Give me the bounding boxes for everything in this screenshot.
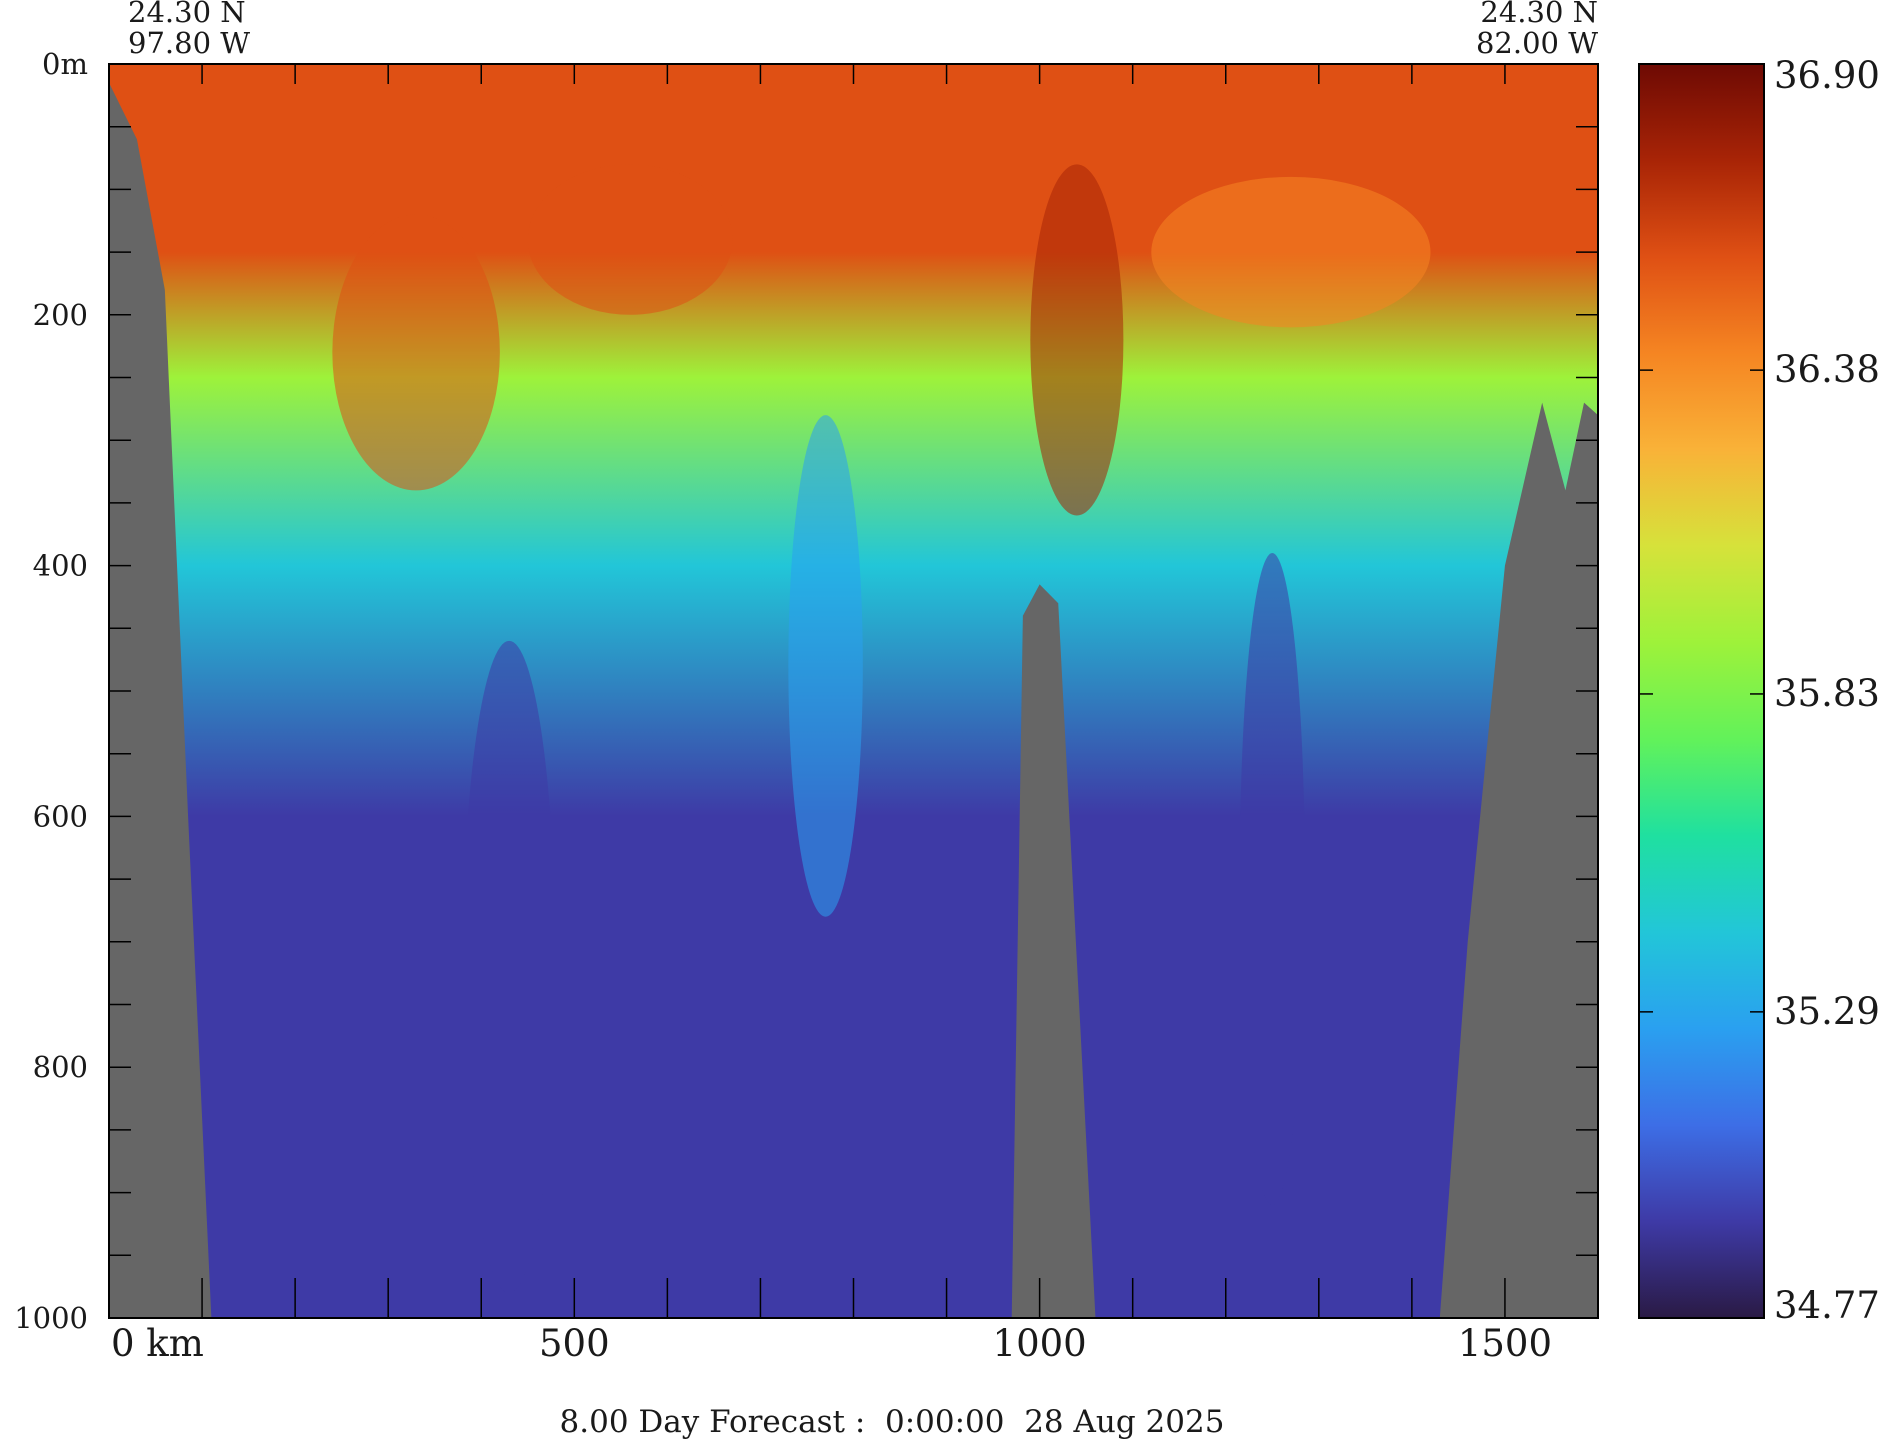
y-axis: 0m 200 400 600 800 1000: [14, 47, 1598, 1335]
x-tick-label: 1000: [993, 1322, 1087, 1365]
right-longitude-label: 82.00 W: [1476, 26, 1598, 60]
colorbar-tick-label: 35.83: [1774, 672, 1880, 715]
left-latitude-label: 24.30 N: [128, 0, 246, 29]
colorbar-tick-label: 34.77: [1774, 1284, 1880, 1327]
forecast-caption: 8.00 Day Forecast : 0:00:00 28 Aug 2025: [560, 1404, 1225, 1440]
y-tick-label: 200: [33, 298, 88, 332]
x-tick-label: 500: [539, 1322, 610, 1365]
y-tick-label: 0m: [42, 47, 88, 81]
water-mass-feature: [462, 640, 556, 1293]
water-mass-feature: [332, 214, 500, 491]
x-tick-label: 0 km: [111, 1322, 204, 1365]
seamount-ridge: [1011, 584, 1096, 1318]
y-tick-label: 1000: [14, 1301, 88, 1335]
y-tick-label: 800: [33, 1050, 88, 1084]
y-tick-label: 400: [33, 549, 88, 583]
left-longitude-label: 97.80 W: [128, 26, 250, 60]
colorbar-tick-label: 36.90: [1774, 54, 1880, 97]
x-tick-label: 1500: [1458, 1322, 1552, 1365]
y-tick-label: 600: [33, 799, 88, 833]
water-mass-feature: [788, 415, 863, 917]
water-mass-feature: [1239, 553, 1305, 1206]
colorbar-tick-label: 36.38: [1774, 348, 1880, 391]
bathymetry: [109, 82, 1598, 1318]
colorbar: [1638, 63, 1765, 1319]
water-mass-feature: [527, 164, 733, 315]
colorbar-tick-label: 35.29: [1774, 990, 1880, 1033]
water-mass-feature: [1030, 164, 1124, 516]
x-axis: 0 km 500 1000 1500: [108, 64, 1599, 1365]
right-slope: [1439, 402, 1598, 1318]
right-latitude-label: 24.30 N: [1480, 0, 1598, 29]
colorbar-ticks: 36.90 36.38 35.83 35.29 34.77: [1639, 54, 1880, 1327]
water-mass-feature: [1151, 176, 1431, 328]
salinity-field-features: [332, 164, 1431, 1293]
left-shelf: [109, 82, 212, 1318]
plot-area: [109, 64, 1598, 1318]
